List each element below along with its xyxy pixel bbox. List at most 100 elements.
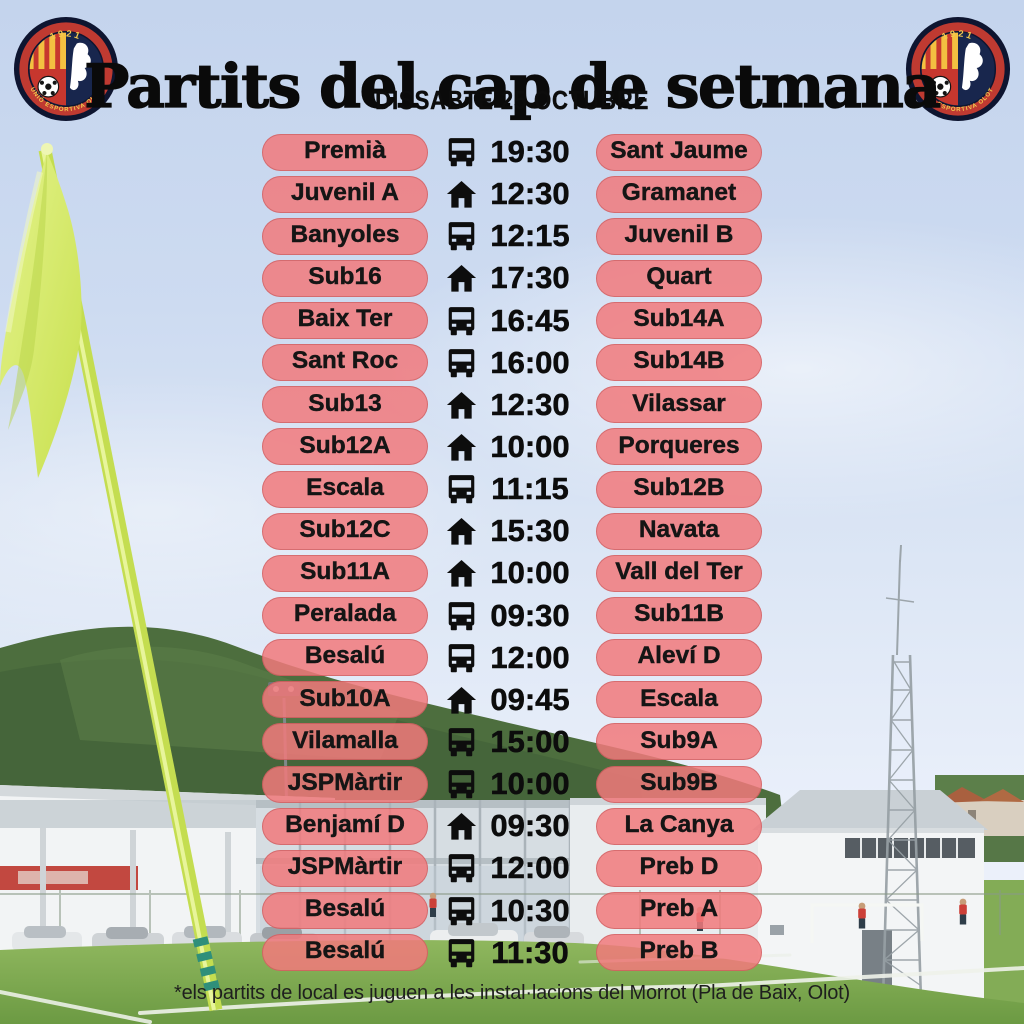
match-time: 09:30	[490, 597, 570, 633]
right-team-label: Gramanet	[621, 178, 737, 206]
match-time: 16:00	[490, 344, 570, 380]
bus-icon	[445, 768, 478, 801]
home-icon	[445, 684, 478, 717]
match-time: 11:30	[491, 934, 569, 970]
left-team-label: JSPMàrtir	[287, 768, 403, 796]
bus-icon	[445, 347, 478, 380]
right-team-label: Porqueres	[618, 431, 740, 459]
match-time: 16:45	[490, 302, 570, 338]
home-icon	[445, 262, 478, 295]
left-team-label: Sub10A	[299, 684, 391, 712]
right-team-label: Navata	[638, 516, 720, 544]
left-team-pill: Besalú	[262, 934, 428, 972]
right-team-pill: Sub9B	[596, 765, 762, 803]
left-team-pill: Premià	[262, 133, 428, 171]
antenna-tower	[881, 544, 923, 1001]
right-team-pill: Preb D	[596, 849, 762, 887]
fixture-row: Premià 19:30 Sant Jaume	[0, 131, 1024, 173]
home-icon	[445, 810, 478, 843]
left-team-pill: Sub10A	[262, 681, 428, 719]
fixture-row: Besalú 12:00 Aleví D	[0, 637, 1024, 679]
right-team-label: Aleví D	[637, 642, 721, 670]
left-team-label: Besalú	[304, 895, 386, 923]
right-team-pill: Aleví D	[596, 639, 762, 677]
left-team-label: Premià	[304, 136, 386, 164]
fixture-row: Sub16 17:30 Quart	[0, 257, 1024, 299]
match-time: 12:15	[490, 218, 570, 254]
right-team-pill: Quart	[596, 259, 762, 297]
left-team-label: Sub12C	[299, 516, 391, 544]
right-team-pill: Sub9A	[596, 723, 762, 761]
left-team-pill: Sub16	[262, 259, 428, 297]
match-time: 12:30	[490, 386, 570, 423]
match-time: 17:30	[490, 260, 570, 296]
bus-icon	[445, 937, 478, 970]
left-team-label: Escala	[306, 473, 384, 501]
right-team-pill: Porqueres	[596, 428, 762, 466]
right-team-pill: Sub11B	[596, 597, 762, 635]
match-time: 15:00	[490, 723, 570, 760]
page-title: Partits del cap de setmana	[84, 52, 942, 123]
right-team-pill: Sub12B	[596, 470, 762, 508]
left-team-pill: Peralada	[262, 597, 428, 635]
left-team-pill: Escala	[262, 470, 428, 508]
left-team-pill: Sant Roc	[262, 344, 428, 382]
right-team-pill: Juvenil B	[596, 217, 762, 255]
match-time: 12:30	[490, 176, 570, 212]
home-icon	[445, 389, 478, 422]
left-team-label: Benjamí D	[285, 811, 405, 838]
left-team-pill: Banyoles	[262, 217, 428, 255]
left-team-label: JSPMàrtir	[287, 853, 403, 881]
fixture-row: Sub13 12:30 Vilassar	[0, 384, 1024, 426]
right-team-label: Escala	[640, 684, 718, 712]
footer-note: *els partits de local es juguen a les in…	[174, 982, 850, 1004]
right-team-pill: Preb B	[596, 934, 762, 972]
fixture-row: Sant Roc 16:00 Sub14B	[0, 342, 1024, 384]
left-team-pill: Baix Ter	[262, 302, 428, 340]
left-team-label: Besalú	[304, 642, 386, 670]
fixture-row: JSPMàrtir 10:00 Sub9B	[0, 763, 1024, 805]
right-team-label: Sub14B	[633, 347, 725, 375]
fixture-row: Besalú 10:30 Preb A	[0, 890, 1024, 932]
right-team-pill: Sub14A	[596, 302, 762, 340]
left-team-label: Sub13	[308, 389, 382, 417]
bus-icon	[445, 136, 478, 169]
left-team-pill: Besalú	[262, 892, 428, 930]
date-subtitle: DISSABTE 25 OCTUBRE	[0, 85, 1024, 116]
fixture-row: Vilamalla 15:00 Sub9A	[0, 721, 1024, 763]
fixture-row: Sub10A 09:45 Escala	[0, 679, 1024, 721]
match-time: 09:45	[490, 681, 570, 718]
fixture-row: JSPMàrtir 12:00 Preb D	[0, 847, 1024, 889]
match-time: 09:30	[490, 808, 570, 844]
left-team-label: Sant Roc	[291, 347, 399, 375]
left-team-pill: Sub11A	[262, 554, 428, 592]
left-team-label: Banyoles	[290, 221, 400, 249]
left-team-pill: Besalú	[262, 639, 428, 677]
right-team-label: Preb A	[639, 895, 719, 923]
left-team-pill: Sub12A	[262, 428, 428, 466]
right-team-label: Vilassar	[632, 389, 726, 417]
goal-frame	[810, 903, 924, 943]
left-team-label: Sub16	[308, 263, 382, 291]
right-team-label: Sub9B	[640, 768, 718, 796]
home-icon	[445, 431, 478, 464]
right-team-label: Preb B	[639, 937, 719, 965]
left-team-pill: JSPMàrtir	[262, 849, 428, 887]
match-time: 10:30	[490, 892, 570, 928]
bus-icon	[445, 895, 478, 928]
home-icon	[445, 557, 478, 590]
fixture-row: Sub12A 10:00 Porqueres	[0, 426, 1024, 468]
right-team-pill: Sant Jaume	[596, 133, 762, 171]
match-time: 10:00	[490, 555, 570, 591]
bus-icon	[445, 305, 478, 338]
left-team-label: Baix Ter	[297, 305, 393, 333]
right-team-label: Sant Jaume	[610, 136, 748, 164]
bus-icon	[445, 642, 478, 675]
left-team-pill: Sub12C	[262, 512, 428, 550]
match-time: 12:00	[490, 850, 570, 886]
fixture-row: Escala 11:15 Sub12B	[0, 468, 1024, 510]
fixture-row: Benjamí D 09:30 La Canya	[0, 805, 1024, 847]
left-team-pill: Vilamalla	[262, 723, 428, 761]
left-team-label: Sub12A	[299, 431, 391, 459]
